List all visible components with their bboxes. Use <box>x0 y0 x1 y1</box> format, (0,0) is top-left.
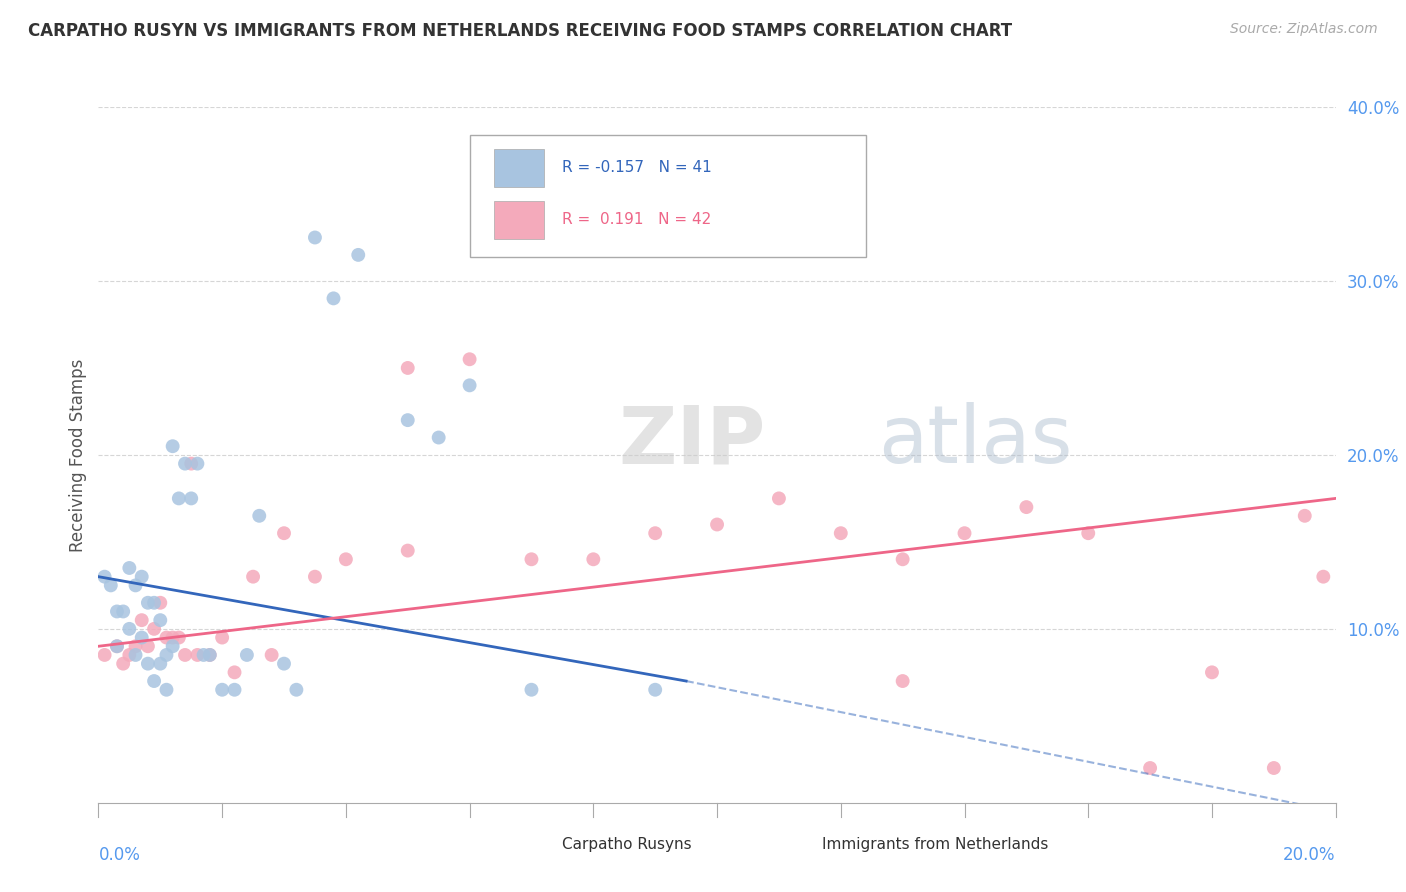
Point <box>247 508 270 523</box>
Point <box>520 682 543 697</box>
Point <box>273 526 295 541</box>
Point <box>396 413 419 427</box>
Point <box>136 596 159 610</box>
Point <box>180 491 202 506</box>
Text: 20.0%: 20.0% <box>1284 847 1336 864</box>
Point <box>198 648 221 662</box>
Point <box>427 431 450 445</box>
Point <box>124 639 146 653</box>
Bar <box>519 830 557 858</box>
Point <box>1015 500 1038 514</box>
Point <box>186 457 208 471</box>
Point <box>335 552 357 566</box>
Point <box>891 552 914 566</box>
Point <box>162 439 184 453</box>
Bar <box>495 201 544 239</box>
Point <box>118 648 141 662</box>
Point <box>224 682 246 697</box>
Point <box>1077 526 1099 541</box>
Point <box>93 648 115 662</box>
Point <box>93 570 115 584</box>
Point <box>242 570 264 584</box>
Point <box>830 526 852 541</box>
FancyBboxPatch shape <box>470 135 866 257</box>
Point <box>396 360 419 375</box>
Point <box>1312 570 1334 584</box>
Point <box>105 639 128 653</box>
Point <box>644 526 666 541</box>
Point <box>149 657 172 671</box>
Bar <box>779 830 815 858</box>
Point <box>198 648 221 662</box>
Point <box>149 613 172 627</box>
Text: Source: ZipAtlas.com: Source: ZipAtlas.com <box>1230 22 1378 37</box>
Text: CARPATHO RUSYN VS IMMIGRANTS FROM NETHERLANDS RECEIVING FOOD STAMPS CORRELATION : CARPATHO RUSYN VS IMMIGRANTS FROM NETHER… <box>28 22 1012 40</box>
Point <box>211 631 233 645</box>
Point <box>193 648 215 662</box>
Point <box>118 561 141 575</box>
Point <box>953 526 976 541</box>
Text: R =  0.191   N = 42: R = 0.191 N = 42 <box>562 212 711 227</box>
Point <box>174 648 197 662</box>
Text: R = -0.157   N = 41: R = -0.157 N = 41 <box>562 160 713 175</box>
Point <box>100 578 122 592</box>
Point <box>112 657 135 671</box>
Point <box>458 378 481 392</box>
Text: atlas: atlas <box>877 402 1073 480</box>
Point <box>304 570 326 584</box>
Point <box>162 639 184 653</box>
Point <box>105 639 128 653</box>
Point <box>458 352 481 367</box>
Point <box>131 613 153 627</box>
Point <box>644 682 666 697</box>
Point <box>149 596 172 610</box>
Text: 0.0%: 0.0% <box>98 847 141 864</box>
Point <box>520 552 543 566</box>
Point <box>124 648 146 662</box>
Point <box>124 578 146 592</box>
Point <box>224 665 246 680</box>
Point <box>105 605 128 619</box>
Point <box>131 631 153 645</box>
Bar <box>495 149 544 187</box>
Point <box>143 596 166 610</box>
Point <box>167 491 190 506</box>
Point <box>167 631 190 645</box>
Point <box>347 248 370 262</box>
Text: Carpatho Rusyns: Carpatho Rusyns <box>562 837 692 852</box>
Point <box>186 648 208 662</box>
Point <box>236 648 259 662</box>
Point <box>118 622 141 636</box>
Point <box>1263 761 1285 775</box>
Point <box>273 657 295 671</box>
Point <box>706 517 728 532</box>
Point <box>1201 665 1223 680</box>
Point <box>136 657 159 671</box>
Point <box>285 682 308 697</box>
Point <box>155 648 177 662</box>
Point <box>396 543 419 558</box>
Point <box>768 491 790 506</box>
Point <box>322 291 344 305</box>
Point <box>304 230 326 244</box>
Point <box>1139 761 1161 775</box>
Point <box>143 622 166 636</box>
Point <box>162 631 184 645</box>
Point <box>112 605 135 619</box>
Point <box>260 648 283 662</box>
Point <box>891 674 914 689</box>
Point <box>180 457 202 471</box>
Point <box>155 631 177 645</box>
Point <box>582 552 605 566</box>
Point <box>211 682 233 697</box>
Point <box>174 457 197 471</box>
Text: ZIP: ZIP <box>619 402 765 480</box>
Y-axis label: Receiving Food Stamps: Receiving Food Stamps <box>69 359 87 551</box>
Text: Immigrants from Netherlands: Immigrants from Netherlands <box>823 837 1049 852</box>
Point <box>155 682 177 697</box>
Point <box>1294 508 1316 523</box>
Point <box>143 674 166 689</box>
Point <box>131 570 153 584</box>
Point <box>136 639 159 653</box>
